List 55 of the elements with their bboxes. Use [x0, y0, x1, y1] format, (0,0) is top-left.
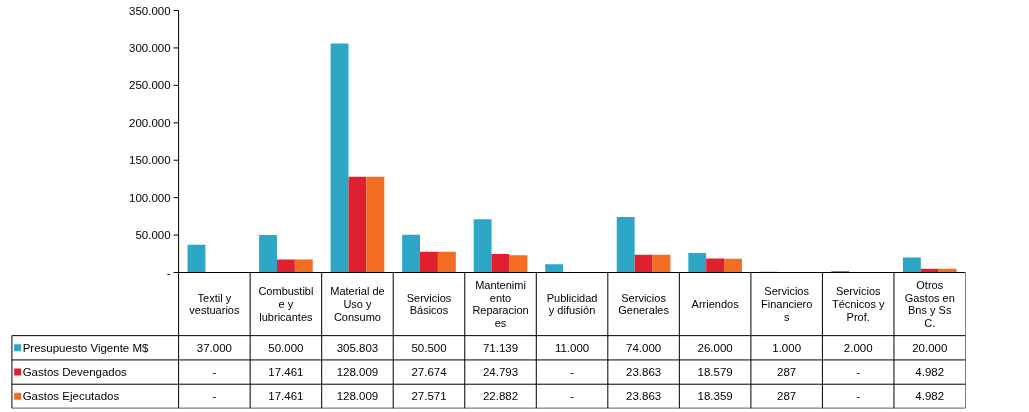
data-label: 17.461 [268, 390, 304, 403]
data-label: 23.863 [626, 366, 662, 379]
x-tick-label: Servicios Generales [618, 291, 670, 317]
text: - [212, 390, 217, 403]
data-label: 24.793 [482, 366, 519, 379]
y-tick-label: 200.000 [129, 116, 171, 129]
data-label: 4.982 [915, 390, 945, 403]
y-tick-label: - [166, 266, 171, 279]
y-tick-label: 350.000 [129, 4, 171, 17]
data-label: 71.139 [482, 341, 519, 354]
y-tick-label: 50.000 [135, 229, 171, 242]
data-label: 2.000 [843, 341, 873, 354]
data-label: 22.882 [482, 390, 519, 403]
text: - [212, 366, 217, 379]
text: - [570, 366, 574, 379]
data-label: 1.000 [772, 341, 802, 354]
text: - [856, 366, 861, 379]
data-label: 50.500 [411, 341, 447, 354]
y-tick-label: 300.000 [129, 41, 171, 54]
data-label: 20.000 [912, 341, 948, 354]
data-label: 50.000 [268, 341, 304, 354]
data-label: 11.000 [554, 341, 590, 354]
x-tick-label: Textil y vestuarios [189, 291, 240, 317]
legend-label: Gastos Ejecutados [22, 390, 120, 403]
data-label: 128.009 [336, 366, 379, 379]
x-tick-label: Publicidad y difusión [546, 291, 598, 317]
data-label: 17.461 [268, 366, 304, 379]
data-label: 128.009 [336, 390, 379, 403]
x-tick-label: Arriendos [691, 298, 740, 311]
data-label: 27.571 [411, 390, 447, 403]
x-tick-label: Servicios Financiero s [760, 285, 813, 323]
data-label: 37.000 [196, 341, 232, 354]
data-label: 23.863 [626, 390, 662, 403]
x-tick-label: Otros Gastos en Bns y Ss C. [904, 279, 955, 329]
data-label: 26.000 [697, 341, 733, 354]
data-label: 305.803 [336, 341, 379, 354]
data-label: 18.359 [697, 390, 733, 403]
y-tick-label: 250.000 [129, 79, 171, 92]
y-tick-label: 100.000 [129, 191, 171, 204]
x-tick-label: Servicios Técnicos y Prof. [831, 285, 885, 323]
data-label: 287 [777, 390, 797, 403]
text: - [570, 390, 574, 403]
data-label: 287 [777, 366, 797, 379]
data-label: 27.674 [411, 366, 448, 379]
x-tick-label: Mantenimi ento Reparacion es [472, 279, 529, 329]
data-label: 18.579 [697, 366, 733, 379]
text: - [856, 390, 861, 403]
x-tick-label: Combustibl e y lubricantes [258, 285, 314, 323]
legend-label: Presupuesto Vigente M$ [22, 341, 149, 354]
data-label: 4.982 [915, 366, 945, 379]
data-label: 74.000 [626, 341, 662, 354]
y-tick-label: 150.000 [129, 154, 171, 167]
x-tick-label: Servicios Básicos [406, 291, 452, 317]
x-tick-label: Material de Uso y Consumo [330, 285, 385, 323]
legend-label: Gastos Devengados [22, 366, 128, 379]
